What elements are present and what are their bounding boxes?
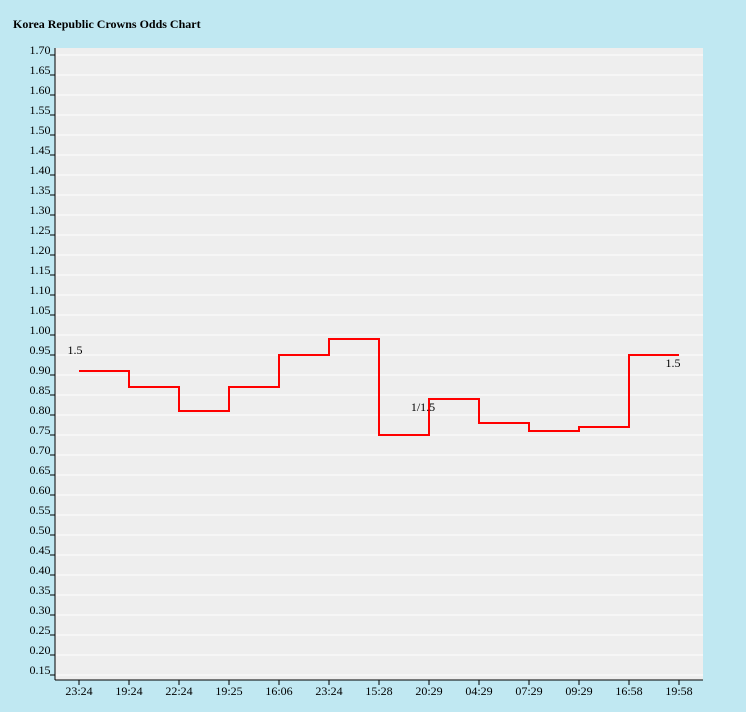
x-tick-label: 19:24 <box>115 684 142 698</box>
y-tick-label: 0.95 <box>30 343 51 357</box>
y-tick-label: 0.30 <box>30 603 51 617</box>
y-tick-label: 0.90 <box>30 363 51 377</box>
handicap-label: 1/1.5 <box>411 400 435 414</box>
y-tick-label: 1.50 <box>30 123 51 137</box>
x-tick-label: 16:58 <box>615 684 642 698</box>
y-tick-label: 1.20 <box>30 243 51 257</box>
x-tick-label: 19:58 <box>665 684 692 698</box>
y-tick-label: 1.40 <box>30 163 51 177</box>
y-tick-label: 0.45 <box>30 543 51 557</box>
y-tick-label: 0.75 <box>30 423 51 437</box>
y-tick-label: 0.70 <box>30 443 51 457</box>
y-tick-label: 0.55 <box>30 503 51 517</box>
y-tick-label: 1.70 <box>30 43 51 57</box>
y-tick-label: 1.60 <box>30 83 51 97</box>
y-tick-label: 0.60 <box>30 483 51 497</box>
y-tick-label: 1.25 <box>30 223 51 237</box>
odds-line <box>79 338 679 436</box>
y-tick-label: 0.15 <box>30 663 51 677</box>
x-tick-label: 19:25 <box>215 684 242 698</box>
handicap-label: 1.5 <box>666 356 681 370</box>
y-tick-label: 0.40 <box>30 563 51 577</box>
y-tick-label: 1.65 <box>30 63 51 77</box>
chart-title: Korea Republic Crowns Odds Chart <box>13 17 201 31</box>
y-tick-label: 1.45 <box>30 143 51 157</box>
y-tick-label: 0.50 <box>30 523 51 537</box>
y-tick-label: 0.25 <box>30 623 51 637</box>
x-tick-label: 23:24 <box>315 684 342 698</box>
y-tick-label: 0.80 <box>30 403 51 417</box>
x-tick-label: 04:29 <box>465 684 492 698</box>
x-tick-label: 15:28 <box>365 684 392 698</box>
y-tick-label: 1.55 <box>30 103 51 117</box>
y-tick-label: 0.85 <box>30 383 51 397</box>
x-tick-label: 23:24 <box>65 684 92 698</box>
y-tick-label: 0.65 <box>30 463 51 477</box>
y-tick-label: 0.35 <box>30 583 51 597</box>
y-tick-label: 1.35 <box>30 183 51 197</box>
x-tick-label: 20:29 <box>415 684 442 698</box>
x-tick-label: 22:24 <box>165 684 192 698</box>
y-tick-label: 0.20 <box>30 643 51 657</box>
x-tick-label: 07:29 <box>515 684 542 698</box>
y-tick-label: 1.30 <box>30 203 51 217</box>
y-tick-label: 1.05 <box>30 303 51 317</box>
y-tick-label: 1.15 <box>30 263 51 277</box>
x-tick-label: 16:06 <box>265 684 292 698</box>
y-tick-label: 1.10 <box>30 283 51 297</box>
y-tick-label: 1.00 <box>30 323 51 337</box>
x-tick-label: 09:29 <box>565 684 592 698</box>
handicap-label: 1.5 <box>68 343 83 357</box>
